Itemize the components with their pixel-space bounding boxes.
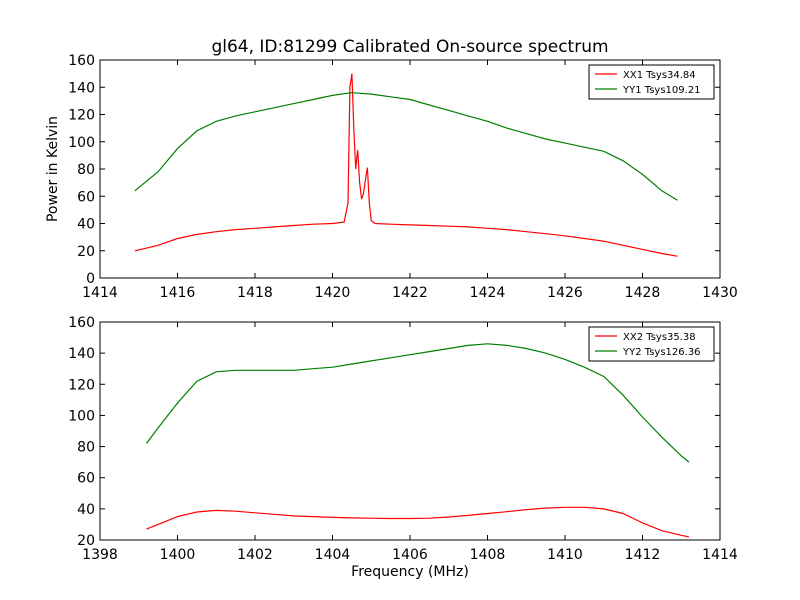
x-tick-label: 1412: [625, 547, 661, 563]
y-tick-label: 20: [77, 533, 95, 549]
x-tick-label: 1402: [237, 547, 273, 563]
x-tick-label: 1426: [547, 285, 583, 301]
x-tick-label: 1414: [702, 547, 738, 563]
y-tick-label: 100: [68, 408, 95, 424]
x-tick-label: 1418: [237, 285, 273, 301]
y-tick-label: 140: [68, 80, 95, 96]
bottom-panel: 1398 1400 1402 1404 1406 1408 1410 1412 1414 20 40…: [68, 315, 738, 580]
x-tick-label: 1404: [315, 547, 351, 563]
legend-box: [588, 64, 715, 100]
x-tick-label: 1416: [160, 285, 196, 301]
y-tick-label: 60: [77, 189, 95, 205]
y-tick-label: 80: [77, 162, 95, 178]
x-tick-label: 1422: [392, 285, 428, 301]
chart-title: gl64, ID:81299 Calibrated On-source spec…: [211, 37, 608, 57]
x-tick-label: 1428: [625, 285, 661, 301]
legend: XX1 Tsys34.84 YY1 Tsys109.21: [588, 64, 715, 100]
x-tick-label: 1414: [82, 285, 118, 301]
legend-entry: XX1 Tsys34.84: [623, 70, 696, 81]
legend-entry: XX2 Tsys35.38: [623, 332, 696, 343]
series-line-xx1: [134, 73, 678, 257]
y-tick-label: 160: [68, 315, 95, 331]
top-panel: 1414 1416 1418 1420 1422 1424 1426 1428 1430 0 20 4…: [45, 53, 738, 301]
x-tick-label: 1408: [470, 547, 506, 563]
y-tick-label: 40: [77, 502, 95, 518]
legend: XX2 Tsys35.38 YY2 Tsys126.36: [588, 326, 715, 362]
y-tick-label: 40: [77, 217, 95, 233]
legend-entry: YY2 Tsys126.36: [622, 347, 701, 358]
x-tick-label: 1410: [547, 547, 583, 563]
y-tick-label: 120: [68, 377, 95, 393]
x-tick-label: 1400: [160, 547, 196, 563]
y-axis-label: Power in Kelvin: [45, 116, 61, 222]
x-tick-label: 1430: [702, 285, 738, 301]
series-line-yy2: [146, 343, 690, 463]
x-tick-label: 1424: [470, 285, 506, 301]
legend-entry: YY1 Tsys109.21: [622, 85, 701, 96]
y-tick-label: 120: [68, 108, 95, 124]
y-tick-label: 0: [86, 271, 95, 287]
legend-box: [588, 326, 715, 362]
y-tick-label: 80: [77, 440, 95, 456]
series-line-yy1: [134, 92, 678, 201]
y-tick-label: 160: [68, 53, 95, 69]
x-tick-label: 1420: [315, 285, 351, 301]
y-tick-label: 20: [77, 244, 95, 260]
series-line-xx2: [146, 506, 690, 538]
y-tick-label: 60: [77, 471, 95, 487]
x-tick-label: 1398: [82, 547, 118, 563]
y-tick-label: 140: [68, 346, 95, 362]
x-axis-label: Frequency (MHz): [351, 564, 469, 580]
y-tick-label: 100: [68, 135, 95, 151]
x-tick-label: 1406: [392, 547, 428, 563]
